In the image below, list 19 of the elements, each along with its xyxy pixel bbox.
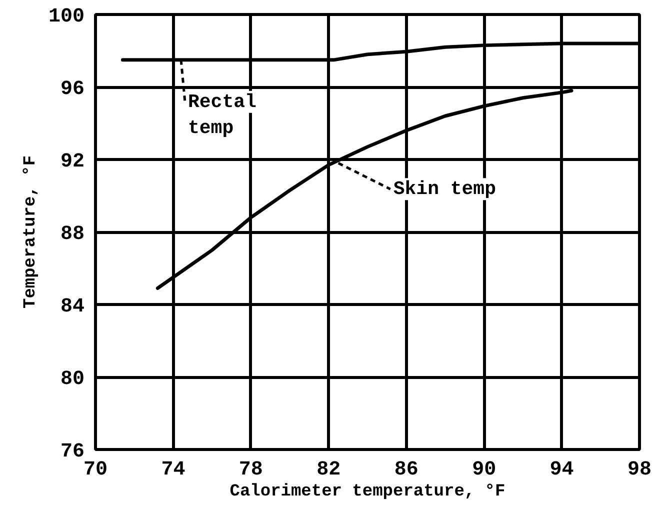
x-tick-label: 78 <box>238 458 263 482</box>
y-tick-label: 88 <box>60 223 85 246</box>
y-tick-label: 84 <box>60 296 85 318</box>
y-axis-title: Temperature, °F <box>21 155 40 309</box>
x-axis-title: Calorimeter temperature, °F <box>230 482 506 502</box>
y-tick-label: 100 <box>48 6 85 28</box>
x-tick-label: 98 <box>628 458 652 482</box>
x-tick-label: 90 <box>472 458 496 482</box>
x-tick-label: 82 <box>316 458 341 482</box>
y-tick-label: 92 <box>60 150 85 174</box>
annotation: Skin temp <box>393 178 496 200</box>
x-tick-label: 94 <box>550 458 574 482</box>
x-tick-label: 70 <box>84 458 108 482</box>
x-tick-label: 86 <box>394 458 418 482</box>
annotation: Rectal temp <box>188 90 256 139</box>
y-tick-label: 76 <box>60 440 85 464</box>
y-tick-label: 80 <box>60 368 85 391</box>
x-tick-label: 74 <box>161 458 186 482</box>
y-tick-label: 96 <box>60 78 85 101</box>
